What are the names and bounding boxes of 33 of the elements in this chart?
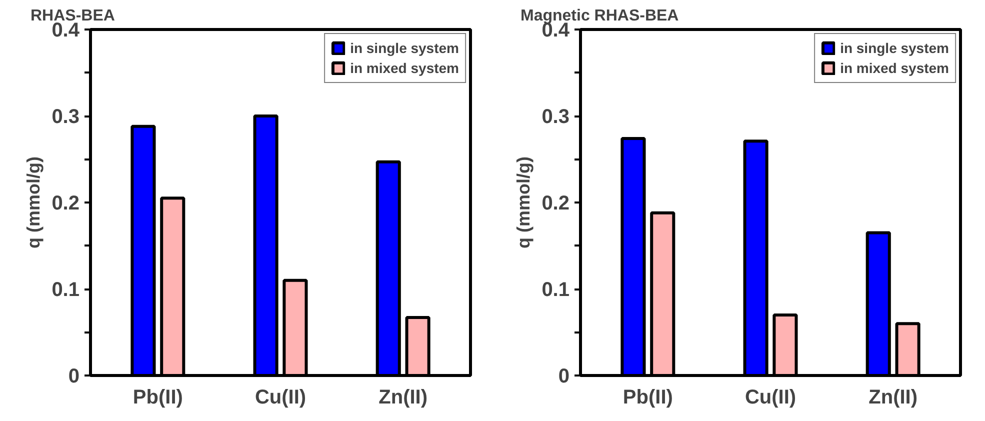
bar — [253, 114, 278, 376]
bar — [866, 231, 891, 376]
legend-label: in mixed system — [840, 60, 949, 76]
y-axis-title: q (mmol/g) — [24, 156, 44, 248]
legend-label: in single system — [350, 40, 459, 56]
legend-label: in mixed system — [350, 60, 459, 76]
x-tick-label: Pb(II) — [622, 386, 673, 408]
y-tick-label: 0.3 — [52, 106, 80, 128]
x-tick-label: Zn(II) — [378, 386, 428, 408]
y-tick-label: 0.3 — [542, 106, 570, 128]
bar — [282, 278, 308, 376]
bar — [130, 124, 156, 376]
x-tick-label: Cu(II) — [744, 386, 796, 408]
x-tick-label: Cu(II) — [254, 386, 306, 408]
x-tick-label: Pb(II) — [132, 386, 183, 408]
bar — [743, 140, 768, 376]
legend-label: in single system — [840, 40, 949, 56]
y-tick-label: 0 — [68, 366, 80, 388]
bar — [772, 313, 798, 376]
y-tick-label: 0.1 — [52, 279, 80, 301]
bar — [376, 160, 401, 376]
y-tick-label: 0.1 — [542, 279, 570, 301]
y-tick-label: 0 — [558, 366, 570, 388]
bar — [650, 211, 676, 376]
x-tick-label: Zn(II) — [868, 386, 918, 408]
bar — [620, 136, 646, 376]
bar — [895, 322, 920, 376]
y-tick-label: 0.2 — [52, 192, 80, 214]
bar — [160, 196, 186, 376]
y-tick-label: 0.4 — [52, 20, 80, 42]
y-axis-title: q (mmol/g) — [514, 156, 534, 248]
bar — [405, 316, 430, 376]
y-tick-label: 0.2 — [542, 192, 570, 214]
